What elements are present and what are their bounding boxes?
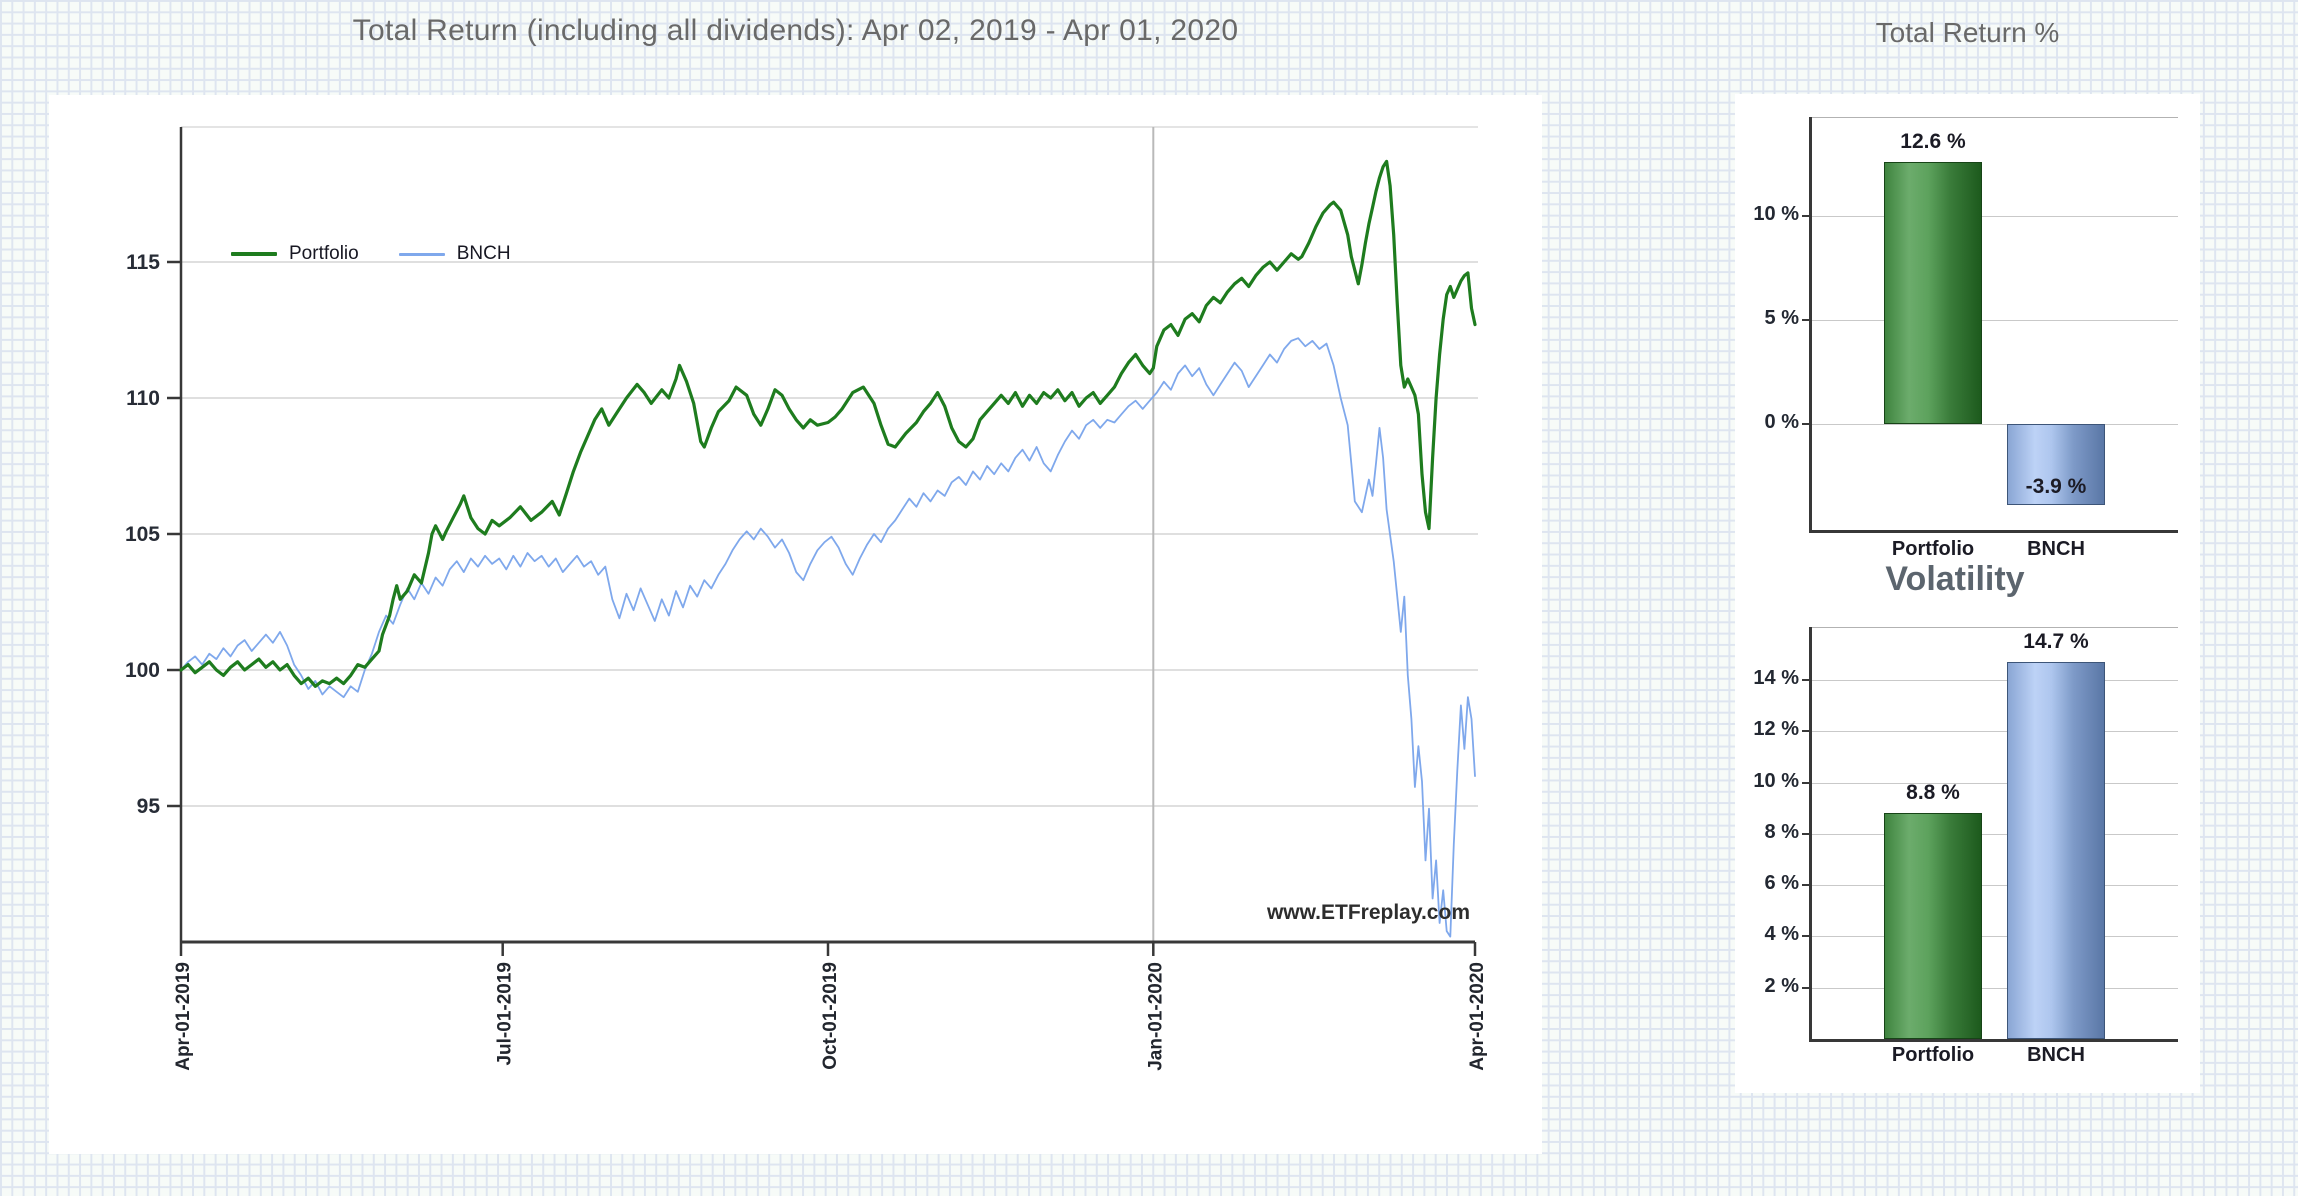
bar-y-tick [1802,730,1811,732]
bar-category-label: BNCH [2027,1044,2085,1066]
volatility-bar-chart: 2 % 4 % 6 % 8 % 10 % 12 % 14 % 8.8 % Portfolio 14… [1735,94,2200,1093]
bar-y-axis [1809,117,1812,530]
bar-y-axis [1809,627,1812,1039]
bar-y-tick-label: 10 % [1753,203,1799,225]
bar-y-tick [1802,319,1811,321]
series-portfolio [179,159,1477,688]
total-return-line-chart: 95 100 105 110 115 Apr-01-2019 Jul-01-2019 Oct-… [125,126,1488,1071]
bar-value-label: 14.7 % [2023,630,2089,653]
bar-y-tick-label: 4 % [1764,923,1799,945]
bar-y-tick [1802,423,1811,425]
bar-y-tick [1802,679,1811,681]
bar-gridline [1811,731,2178,732]
bar-gridline [1811,424,2178,425]
x-axis-tick-label: Jul-01-2019 [495,962,516,1066]
series-bnch [180,337,1476,938]
plot-top-border [1811,627,2178,628]
x-axis-tick-label: Jan-01-2020 [1145,962,1166,1071]
bar-value-label: -3.9 % [2025,475,2087,498]
bar-y-tick [1802,215,1811,217]
legend-item-bnch: BNCH [398,243,511,265]
y-axis-tick-label: 95 [137,795,161,818]
chart-legend: Portfolio BNCH [231,243,511,265]
bar-x-axis [1809,1039,2178,1042]
bar-portfolio [1884,162,1982,424]
bar-x-axis [1809,530,2178,533]
bar-bnch [2007,424,2105,505]
bar-gridline [1811,988,2178,989]
etfreplay-watermark: www.ETFreplay.com [1266,901,1470,924]
total-return-pct-title: Total Return % [1875,17,2060,48]
x-axis-tick-label: Apr-01-2020 [1467,962,1488,1071]
bar-y-tick-label: 5 % [1764,307,1799,329]
x-axis-tick-label: Oct-01-2019 [820,962,841,1070]
bar-gridline [1811,834,2178,835]
total-return-bar-chart: 0 % 5 % 10 % 12.6 % Portfolio -3.9 % BNCH [1735,94,2200,1093]
bar-y-tick-label: 12 % [1753,718,1799,740]
bar-y-tick [1802,935,1811,937]
portfolio-line-swatch [231,252,277,256]
bar-gridline [1811,216,2178,217]
bar-y-tick-label: 0 % [1764,411,1799,433]
legend-item-portfolio: Portfolio [231,243,359,265]
bar-gridline [1811,783,2178,784]
bar-gridline [1811,320,2178,321]
bar-bnch [2007,662,2105,1039]
y-axis-tick-label: 110 [126,387,160,410]
y-axis-tick-label: 100 [125,659,160,682]
plot-top-border [1811,117,2178,118]
legend-label-bnch: BNCH [456,243,511,264]
legend-label-portfolio: Portfolio [289,243,359,264]
bar-y-tick [1802,782,1811,784]
bar-category-label: BNCH [2027,538,2085,560]
bar-y-tick [1802,833,1811,835]
x-axis-tick-label: Apr-01-2019 [173,962,194,1071]
bar-gridline [1811,680,2178,681]
bar-y-tick-label: 14 % [1753,667,1799,689]
bar-gridline [1811,885,2178,886]
bar-y-tick [1802,884,1811,886]
bar-category-label: Portfolio [1891,538,1975,560]
bar-category-label: Portfolio [1891,1044,1975,1066]
main-chart-title: Total Return (including all dividends): … [352,14,1239,47]
bar-y-tick [1802,987,1811,989]
y-axis-tick-label: 105 [125,523,160,546]
volatility-title: Volatility [1885,560,2025,598]
bar-portfolio [1884,813,1982,1039]
bar-charts-panel: 0 % 5 % 10 % 12.6 % Portfolio -3.9 % BNCH Vola… [1735,94,2200,1093]
bar-value-label: 12.6 % [1900,130,1966,153]
line-chart-panel: 95 100 105 110 115 Apr-01-2019 Jul-01-2019 Oct-… [49,95,1542,1154]
bnch-line-swatch [398,252,445,256]
bar-y-tick-label: 6 % [1764,872,1799,894]
bar-y-tick-label: 8 % [1764,821,1799,843]
bar-y-tick-label: 2 % [1764,975,1799,997]
y-axis-tick-label: 115 [126,251,160,274]
bar-value-label: 8.8 % [1906,781,1960,804]
bar-y-tick-label: 10 % [1753,770,1799,792]
bar-gridline [1811,936,2178,937]
